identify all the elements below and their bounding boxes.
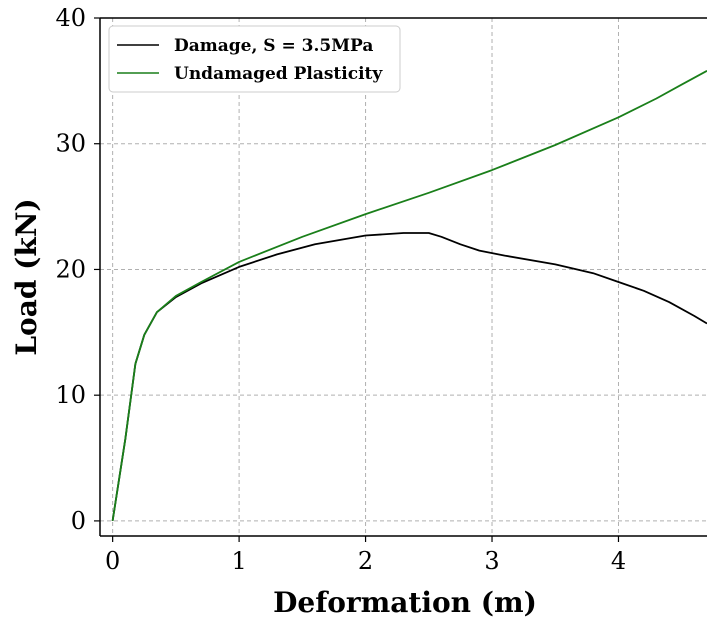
x-tick-label: 0: [105, 547, 120, 575]
legend-label-undamaged: Undamaged Plasticity: [174, 64, 383, 84]
legend-label-damage: Damage, S = 3.5MPa: [174, 36, 373, 56]
grid-lines: [100, 17, 707, 536]
axes: [99, 17, 707, 537]
x-tick-label: 3: [484, 547, 499, 575]
y-tick-label: 30: [55, 130, 86, 158]
x-axis-title: Deformation (m): [273, 586, 537, 619]
legend-box: [108, 25, 401, 93]
y-tick-label: 20: [55, 255, 86, 283]
y-tick-label: 0: [71, 507, 86, 535]
series-lines: [111, 70, 707, 522]
y-axis-title: Load (kN): [10, 198, 43, 355]
x-tick-label: 4: [611, 547, 626, 575]
y-tick-label: 10: [55, 381, 86, 409]
series-line-undamaged: [111, 70, 707, 522]
x-tick-label: 1: [231, 547, 246, 575]
series-line-damage: [111, 232, 707, 522]
legend: Damage, S = 3.5MPa Undamaged Plasticity: [108, 25, 401, 93]
y-tick-label: 40: [55, 4, 86, 32]
x-tick-label: 2: [358, 547, 373, 575]
